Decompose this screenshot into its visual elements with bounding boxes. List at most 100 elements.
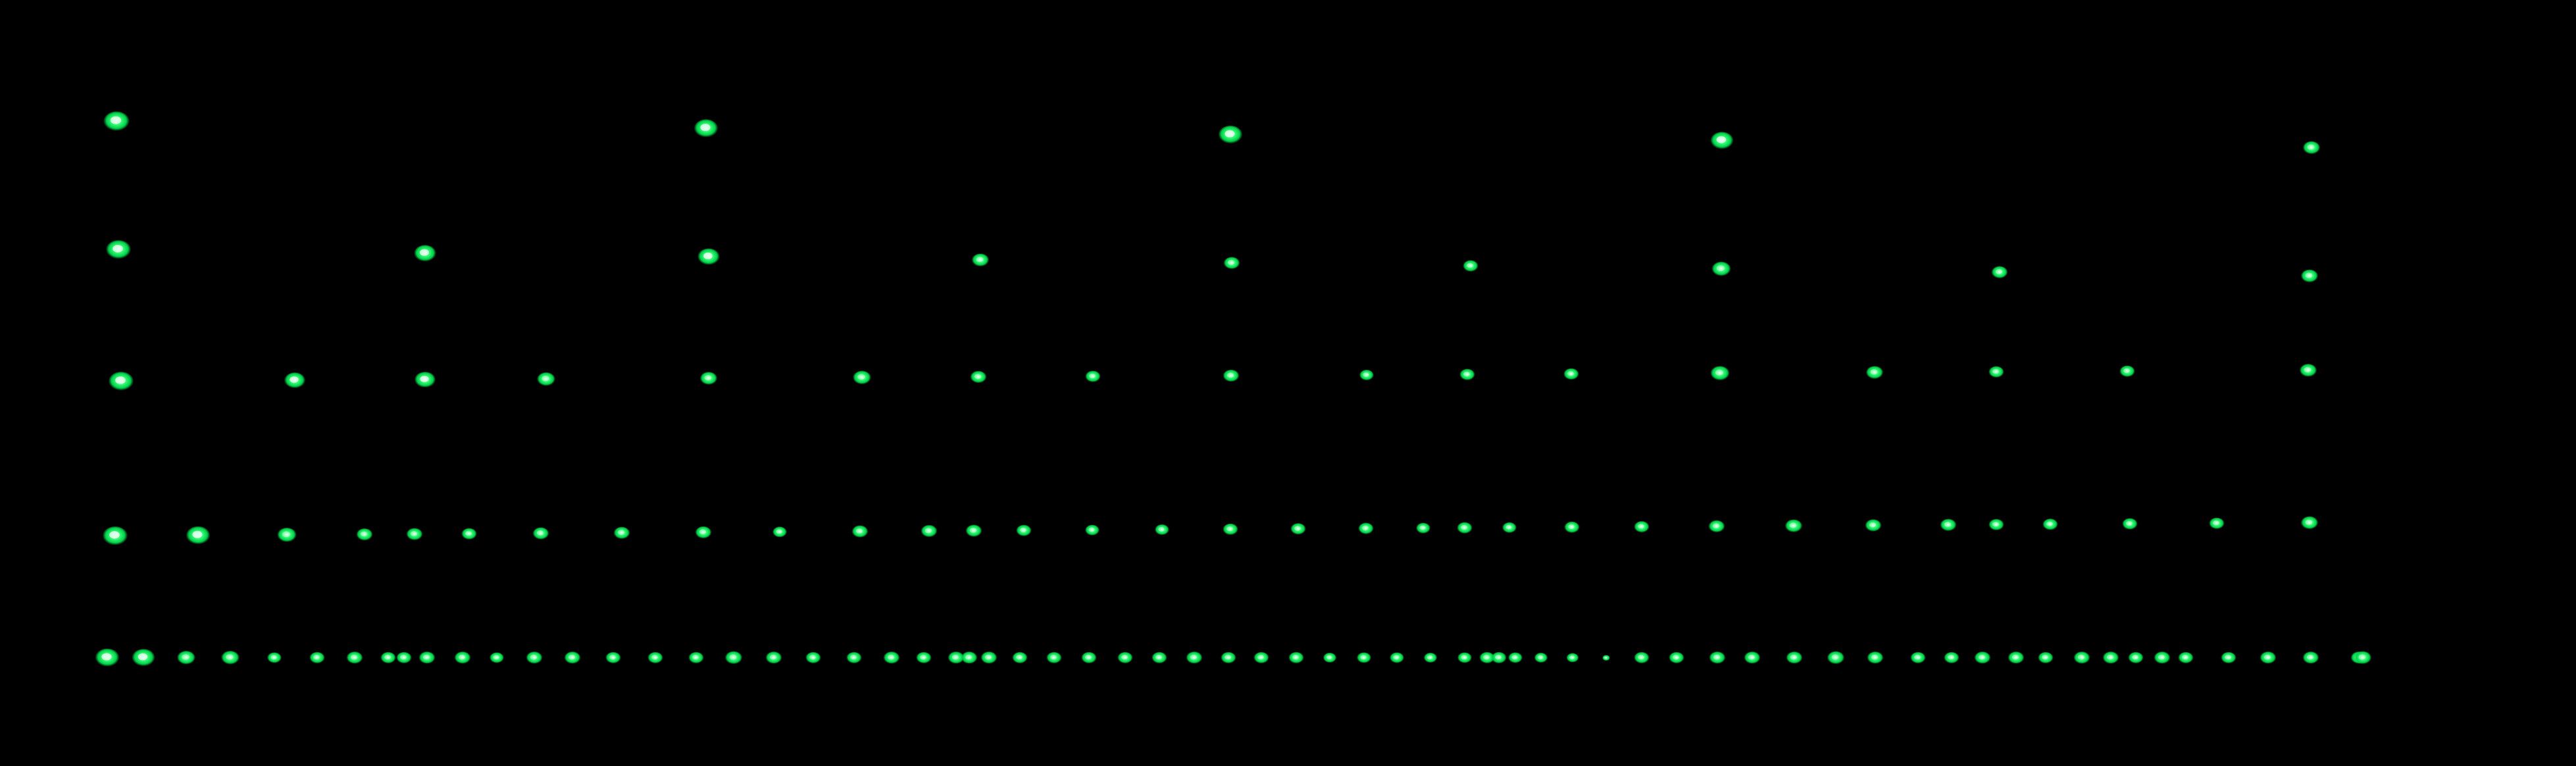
glow-dot-core: [1463, 371, 1470, 376]
glow-dot-halo: [1502, 522, 1517, 534]
glow-dot-halo: [1323, 652, 1337, 664]
glow-dot: [1221, 651, 1236, 665]
glow-dot-core: [542, 376, 549, 382]
glow-dot-core: [226, 654, 234, 660]
glow-dot: [1634, 651, 1650, 665]
glow-dot-core: [1020, 527, 1026, 532]
glow-dot-halo: [2221, 651, 2236, 665]
glow-dot-core: [360, 531, 368, 537]
glow-dot-halo: [277, 527, 297, 544]
glow-dot: [1708, 520, 1725, 534]
glow-dot-halo: [1566, 653, 1579, 663]
glow-dot: [2154, 651, 2171, 665]
glow-dot-core: [1638, 655, 1644, 660]
dots-layer: [95, 111, 2372, 668]
glow-dot-halo: [772, 526, 788, 538]
glow-dot-core: [924, 528, 932, 533]
glow-dot-core: [2077, 654, 2085, 660]
glow-dot-core: [1870, 369, 1878, 375]
glow-dot: [965, 524, 982, 538]
glow-dot-halo: [980, 651, 998, 665]
glow-dot: [851, 525, 869, 539]
glow-dot-core: [1716, 136, 1727, 143]
glow-dot: [1186, 651, 1203, 665]
glow-dot-halo: [1359, 369, 1375, 382]
glow-dot: [1389, 652, 1405, 664]
glow-dot-core: [1712, 523, 1720, 528]
glow-dot-core: [1225, 655, 1231, 660]
glow-dot: [1784, 519, 1803, 534]
glow-dot-core: [969, 528, 977, 533]
glow-dot: [1253, 651, 1269, 665]
glow-dot: [1534, 652, 1548, 664]
glow-dot-halo: [1827, 651, 1845, 665]
glow-dot-halo: [1046, 651, 1062, 665]
glow-dot-halo: [564, 651, 581, 665]
glow-dot-core: [2042, 655, 2048, 660]
glow-dot-halo: [1457, 652, 1473, 664]
glow-dot-core: [138, 653, 148, 661]
glow-dot-halo: [266, 652, 282, 664]
glow-dot-core: [920, 655, 926, 660]
glow-dot-core: [1085, 655, 1092, 660]
glow-dot: [532, 527, 549, 540]
glow-dot-halo: [916, 651, 932, 665]
glow-dot: [489, 652, 505, 664]
glow-dot-core: [109, 531, 120, 539]
glow-dot-core: [1944, 522, 1952, 527]
glow-dot-core: [1190, 654, 1198, 660]
glow-dot-core: [651, 655, 658, 660]
glow-dot-halo: [380, 651, 396, 665]
glow-dot-core: [769, 654, 777, 660]
glow-dot-core: [1995, 269, 2003, 274]
glow-dot-core: [2358, 654, 2366, 660]
glow-dot-core: [2106, 654, 2114, 660]
glow-dot-core: [1789, 523, 1797, 528]
glow-dot: [1223, 257, 1240, 270]
glow-dot-halo: [2038, 651, 2054, 665]
glow-dot-core: [1505, 524, 1512, 530]
glow-dot: [2260, 651, 2277, 665]
glow-dot-core: [692, 655, 699, 660]
glow-dot-core: [976, 257, 984, 263]
glow-dot-halo: [2073, 651, 2090, 665]
glow-dot-core: [809, 655, 816, 660]
glow-dot-halo: [2300, 269, 2319, 284]
glow-dot-halo: [883, 651, 900, 665]
glow-dot-halo: [1634, 651, 1650, 665]
glow-dot-halo: [2102, 651, 2119, 665]
glow-dot: [605, 651, 621, 665]
glow-dot-halo: [1507, 652, 1523, 664]
glow-dot-core: [192, 530, 203, 538]
glow-dot: [2300, 269, 2319, 284]
glow-dot-halo: [176, 651, 196, 665]
glow-dot-halo: [1356, 652, 1372, 664]
glow-dot-halo: [356, 528, 373, 542]
glow-dot: [1016, 524, 1032, 537]
glow-dot-halo: [1389, 652, 1405, 664]
glow-dot: [526, 651, 543, 665]
glow-dot-core: [2213, 521, 2219, 526]
glow-dot-halo: [2178, 651, 2194, 665]
glow-dot-halo: [1669, 651, 1684, 665]
glow-dot: [2008, 651, 2025, 665]
glow-dot: [688, 651, 704, 665]
glow-dot: [1827, 651, 1845, 665]
glow-dot-halo: [688, 651, 704, 665]
glow-dot-halo: [1463, 260, 1478, 272]
glow-dot: [2299, 363, 2317, 378]
glow-dot-halo: [947, 651, 965, 665]
glow-dot-halo: [851, 525, 869, 539]
glow-dot-core: [2263, 654, 2271, 660]
glow-dot: [1867, 651, 1884, 665]
glow-dot-halo: [1016, 524, 1032, 537]
glow-dot-core: [2158, 654, 2165, 660]
glow-dot-core: [115, 376, 126, 384]
glow-dot-core: [101, 653, 112, 661]
glow-dot-halo: [2042, 519, 2058, 531]
glow-dot: [1786, 651, 1803, 665]
glow-dot-core: [2046, 521, 2053, 526]
glow-dot: [2209, 517, 2225, 530]
